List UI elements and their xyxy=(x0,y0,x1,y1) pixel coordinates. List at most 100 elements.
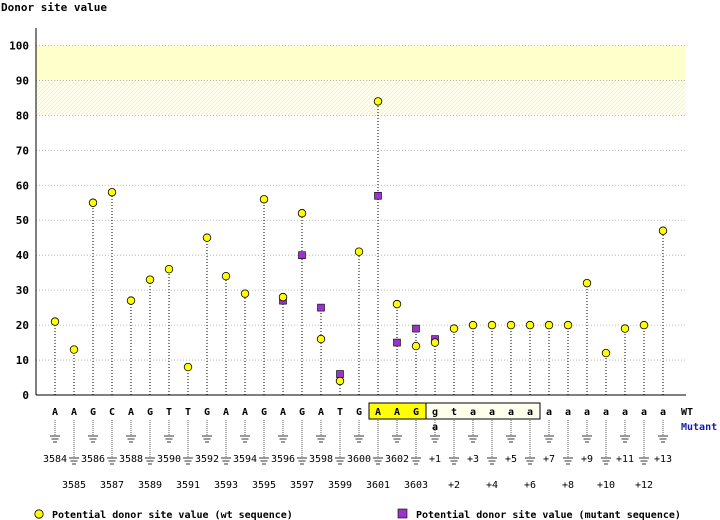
wt-point xyxy=(145,275,155,284)
y-axis-label: Donor site value xyxy=(1,1,107,14)
wt-base: a xyxy=(508,407,514,418)
wt-base: G xyxy=(356,407,362,418)
wt-point xyxy=(354,247,364,256)
wt-base: A xyxy=(71,407,77,418)
position-label: +9 xyxy=(581,454,593,465)
wt-base: A xyxy=(128,407,134,418)
mutant-base: a xyxy=(432,422,438,433)
wt-base: T xyxy=(337,407,343,418)
position-label: 3589 xyxy=(138,480,162,491)
mutant-point xyxy=(374,191,382,200)
position-label: +8 xyxy=(562,480,574,491)
position-label: 3602 xyxy=(385,454,409,465)
wt-point xyxy=(164,264,174,274)
mutant-point xyxy=(298,251,306,259)
wt-base: G xyxy=(204,407,210,418)
position-label: +4 xyxy=(486,480,498,491)
y-tick-label: 0 xyxy=(22,389,29,402)
y-tick-label: 40 xyxy=(16,249,29,262)
wt-point xyxy=(582,278,592,288)
y-tick-label: 50 xyxy=(16,214,29,227)
wt-base: T xyxy=(185,407,191,418)
wt-base: a xyxy=(527,407,533,418)
wt-base: A xyxy=(280,407,286,418)
position-label: 3595 xyxy=(252,480,276,491)
position-label: +11 xyxy=(616,454,634,465)
wt-base: G xyxy=(90,407,96,418)
wt-point xyxy=(544,320,554,330)
wt-point xyxy=(69,345,79,354)
mutant-row-label: Mutant xyxy=(681,422,717,433)
wt-base: A xyxy=(223,407,229,418)
wt-base: A xyxy=(242,407,248,418)
wt-point xyxy=(487,320,497,330)
wt-base: A xyxy=(394,407,400,418)
position-label: +10 xyxy=(597,480,615,491)
wt-base: T xyxy=(166,407,172,418)
wt-base: a xyxy=(603,407,609,418)
band-upper xyxy=(36,45,686,81)
y-tick-label: 20 xyxy=(16,319,29,332)
wt-point xyxy=(449,324,459,333)
wt-base: a xyxy=(660,407,666,418)
wt-base: a xyxy=(565,407,571,418)
highlight-bands xyxy=(36,45,686,116)
wt-point xyxy=(525,320,535,330)
wt-base: a xyxy=(546,407,552,418)
wt-point xyxy=(620,324,630,333)
wt-point xyxy=(430,338,440,347)
position-label: +6 xyxy=(524,480,536,491)
wt-base: G xyxy=(413,407,419,418)
wt-base: a xyxy=(641,407,647,418)
wt-point xyxy=(639,320,649,330)
position-label: 3601 xyxy=(366,480,390,491)
y-tick-labels: 0 10 20 30 40 50 60 70 80 90 100 xyxy=(9,39,29,402)
wt-point xyxy=(278,292,288,302)
wt-point xyxy=(506,320,516,330)
wt-point xyxy=(202,233,212,242)
wt-base: a xyxy=(622,407,628,418)
position-label: +5 xyxy=(505,454,517,465)
position-label: 3597 xyxy=(290,480,314,491)
legend-wt-label: Potential donor site value (wt sequence) xyxy=(52,509,293,520)
wt-base: A xyxy=(318,407,324,418)
y-tick-label: 90 xyxy=(16,74,29,87)
wt-point xyxy=(411,341,421,351)
wt-base: t xyxy=(451,407,457,418)
wt-point xyxy=(392,299,402,309)
y-tick-label: 30 xyxy=(16,284,29,297)
position-label: +1 xyxy=(429,454,441,465)
wt-base: G xyxy=(299,407,305,418)
mutant-point xyxy=(412,324,420,333)
mutant-point xyxy=(393,338,401,347)
position-label: 3591 xyxy=(176,480,200,491)
wt-point xyxy=(240,289,250,298)
wt-base: g xyxy=(432,407,438,418)
wt-point xyxy=(316,334,326,344)
position-label: 3593 xyxy=(214,480,238,491)
wt-base: C xyxy=(109,407,115,418)
y-tick-label: 100 xyxy=(9,39,29,52)
wt-point xyxy=(259,195,269,204)
position-label: 3590 xyxy=(157,454,181,465)
position-label: +7 xyxy=(543,454,555,465)
legend: Potential donor site value (wt sequence)… xyxy=(34,508,681,520)
intron-box xyxy=(425,402,541,420)
markers xyxy=(50,97,668,386)
position-label: 3594 xyxy=(233,454,257,465)
wt-point xyxy=(468,320,478,330)
wt-base: G xyxy=(147,407,153,418)
position-label: 3588 xyxy=(119,454,143,465)
legend-mutant-marker xyxy=(397,508,408,519)
position-label: 3592 xyxy=(195,454,219,465)
position-label: 3599 xyxy=(328,480,352,491)
position-label: 3585 xyxy=(62,480,86,491)
position-label: 3603 xyxy=(404,480,428,491)
wt-base: a xyxy=(584,407,590,418)
position-label: 3596 xyxy=(271,454,295,465)
wt-base: G xyxy=(261,407,267,418)
wt-base: a xyxy=(489,407,495,418)
legend-mutant-label: Potential donor site value (mutant seque… xyxy=(416,509,681,520)
wt-point xyxy=(297,209,307,218)
wt-point xyxy=(335,376,345,386)
